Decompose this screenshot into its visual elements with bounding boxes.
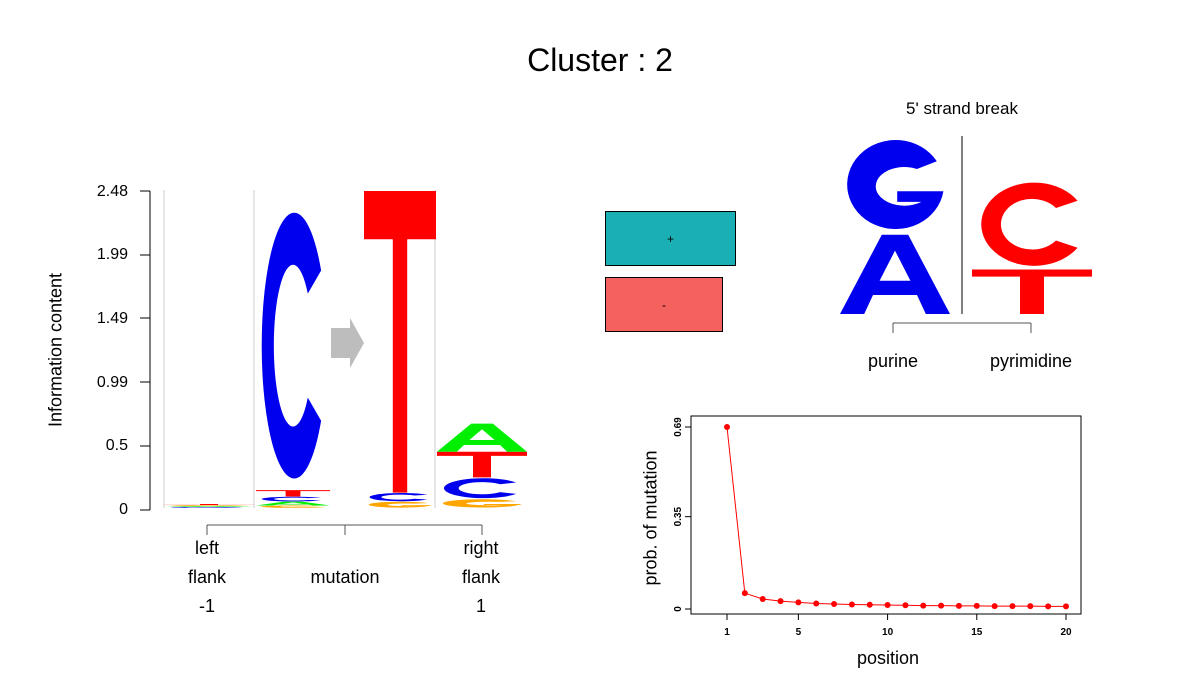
logo-ytick: 0.5 bbox=[105, 437, 128, 454]
logo-letter-C bbox=[170, 507, 244, 508]
pyrimidine-label: pyrimidine bbox=[989, 351, 1073, 371]
break-letter-A bbox=[840, 234, 950, 314]
prob-xtick-label: 5 bbox=[796, 627, 802, 638]
logo-ytick: 0 bbox=[119, 501, 128, 518]
strand-break-title: 5' strand break bbox=[906, 99, 1018, 118]
prob-point bbox=[813, 600, 820, 607]
logo-ytick: 2.48 bbox=[96, 183, 128, 200]
logo-letters bbox=[164, 191, 527, 508]
prob-point bbox=[973, 602, 980, 609]
page-title: Cluster : 2 bbox=[527, 42, 673, 78]
break-letter-T bbox=[972, 269, 1092, 314]
logo-letter-C bbox=[261, 212, 322, 479]
prob-ytick-label: 0.35 bbox=[673, 507, 684, 527]
prob-xtick-label: 15 bbox=[971, 627, 983, 638]
prob-point bbox=[955, 602, 962, 609]
strand-minus-label: - bbox=[662, 297, 666, 312]
purine-label: purine bbox=[867, 351, 919, 371]
strand-plus-box: + bbox=[605, 211, 736, 266]
logo-ytick: 1.99 bbox=[96, 246, 128, 263]
prob-point bbox=[777, 598, 784, 605]
logo-x-axis bbox=[206, 524, 483, 535]
xgroup-right-line3: 1 bbox=[475, 596, 486, 616]
prob-point bbox=[759, 595, 766, 602]
logo-ytick: 1.49 bbox=[96, 310, 128, 327]
prob-point bbox=[1009, 603, 1016, 610]
logo-letter-T bbox=[364, 191, 436, 493]
prob-xtick-label: 20 bbox=[1060, 627, 1072, 638]
logo-letter-G bbox=[442, 499, 522, 508]
strand-break-logo bbox=[840, 136, 1092, 333]
logo-letter-C bbox=[443, 478, 517, 499]
logo-letter-G bbox=[260, 505, 326, 508]
prob-point bbox=[795, 599, 802, 606]
logo-y-axis bbox=[140, 190, 151, 511]
prob-point bbox=[741, 590, 748, 597]
logo-letter-T bbox=[437, 451, 527, 478]
strand-minus-box: - bbox=[605, 277, 723, 332]
prob-point bbox=[848, 601, 855, 608]
logo-letter-C bbox=[261, 496, 322, 502]
prob-point bbox=[831, 600, 838, 607]
xgroup-right-line1: right bbox=[463, 538, 499, 558]
logo-letter-A bbox=[164, 506, 254, 507]
prob-point bbox=[884, 602, 891, 609]
logo-letter-A bbox=[437, 423, 527, 452]
prob-point bbox=[1027, 603, 1034, 610]
xgroup-mutation: mutation bbox=[310, 567, 380, 587]
strand-plus-label: + bbox=[666, 231, 674, 246]
prob-point bbox=[724, 424, 730, 430]
prob-ytick-label: 0 bbox=[673, 606, 684, 612]
logo-letter-T bbox=[256, 490, 330, 497]
xgroup-right-line2: flank bbox=[461, 567, 501, 587]
break-letter-G bbox=[847, 140, 944, 230]
prob-point bbox=[920, 602, 927, 609]
prob-xtick-label: 10 bbox=[882, 627, 894, 638]
substitution-arrow-icon bbox=[331, 318, 364, 368]
prob-xtick-label: 1 bbox=[724, 627, 730, 638]
prob-point bbox=[938, 602, 945, 609]
xgroup-left-line2: flank bbox=[187, 567, 227, 587]
xgroup-left-line1: left bbox=[194, 538, 219, 558]
logo-letter-T bbox=[164, 504, 254, 505]
prob-point bbox=[902, 602, 909, 609]
prob-ytick-label: 0.69 bbox=[673, 417, 684, 437]
prob-series-line bbox=[726, 426, 1066, 607]
logo-letter-G bbox=[169, 505, 249, 506]
prob-point bbox=[991, 603, 998, 610]
sequence-logo bbox=[140, 190, 527, 535]
logo-ytick: 0.99 bbox=[96, 374, 128, 391]
prob-point bbox=[866, 601, 873, 608]
prob-xlabel: position bbox=[856, 648, 920, 668]
xgroup-left-line3: -1 bbox=[198, 596, 215, 616]
break-letters bbox=[840, 140, 1092, 314]
logo-letter-G bbox=[368, 501, 432, 508]
logo-letter-C bbox=[369, 493, 428, 502]
prob-point bbox=[1045, 603, 1052, 610]
break-letter-C bbox=[981, 182, 1078, 266]
prob-point bbox=[1063, 603, 1069, 610]
logo-letter-A bbox=[256, 501, 330, 506]
